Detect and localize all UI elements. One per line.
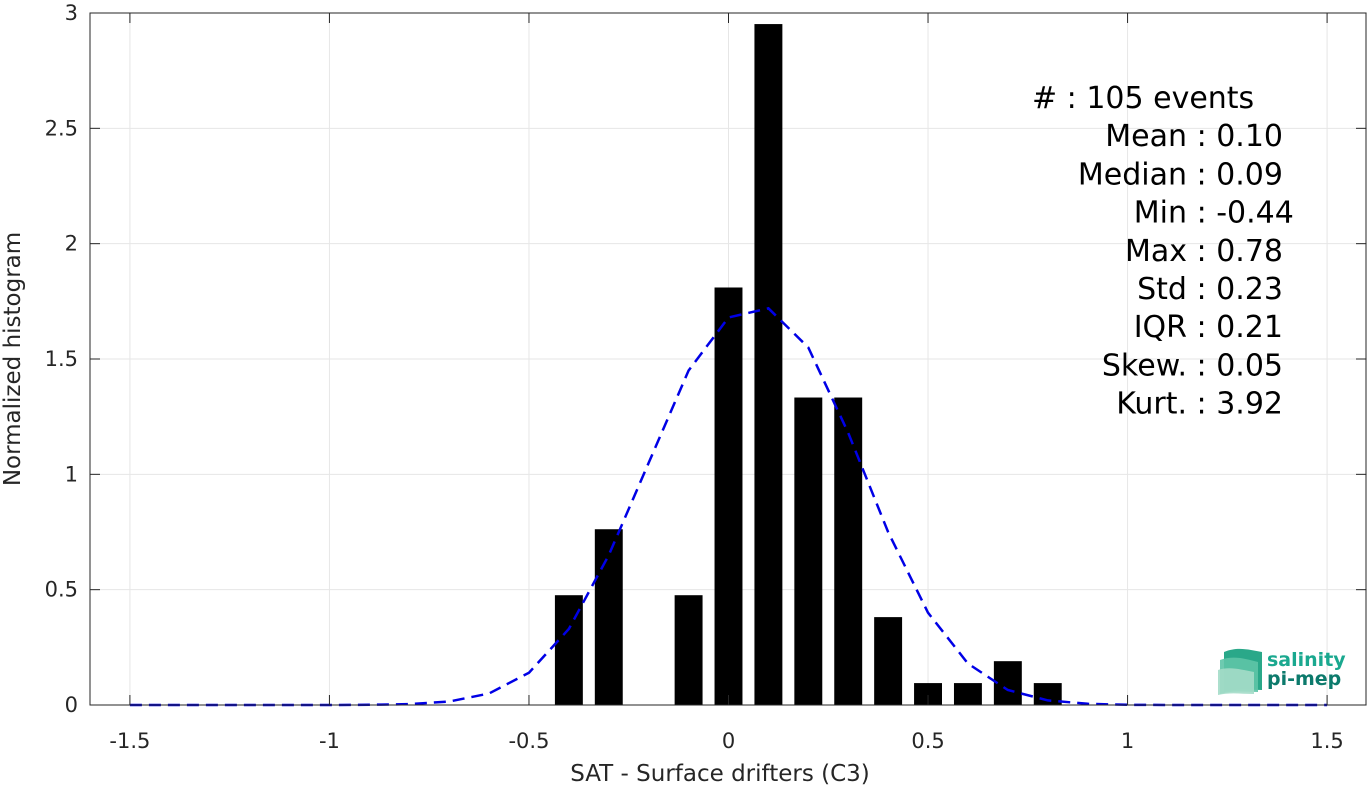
wave-icon	[1218, 648, 1262, 695]
y-tick-labels: 0 0.5 1 1.5 2 2.5 3	[45, 1, 78, 717]
histogram-bar	[993, 661, 1022, 705]
logo-text-pimep: pi-mep	[1267, 668, 1341, 690]
stats-line: Std : 0.23	[1137, 272, 1283, 307]
stats-line: Skew. : 0.05	[1102, 348, 1283, 383]
x-tick-label: 1	[1121, 729, 1134, 753]
bars	[554, 24, 1062, 705]
histogram-bar	[914, 683, 942, 705]
stats-line: Min : -0.44	[1134, 196, 1294, 231]
x-axis-label: SAT - Surface drifters (C3)	[570, 761, 870, 785]
axis-ticks	[90, 12, 1366, 706]
x-tick-label: -1	[319, 729, 340, 753]
histogram-bar	[754, 24, 783, 705]
y-tick-label: 2	[65, 232, 78, 256]
histogram-bar	[794, 397, 823, 705]
stats-line: Kurt. : 3.92	[1116, 387, 1283, 422]
x-tick-label: 0.5	[911, 729, 944, 753]
logo-text-salinity: salinity	[1267, 649, 1346, 671]
y-tick-label: 1.5	[45, 347, 78, 371]
stats-line: # : 105 events	[1032, 81, 1254, 116]
y-axis-label: Normalized histogram	[0, 232, 26, 486]
histogram-bar	[1033, 683, 1062, 705]
histogram-bar	[874, 617, 903, 705]
x-tick-label: 1.5	[1310, 729, 1343, 753]
histogram-bar	[674, 595, 703, 705]
histogram-bar	[594, 529, 623, 705]
x-tick-label: -1.5	[109, 729, 150, 753]
histogram-bar	[714, 287, 743, 705]
stats-line: Max : 0.78	[1125, 234, 1283, 269]
y-tick-label: 2.5	[45, 116, 78, 140]
y-tick-label: 1	[65, 462, 78, 486]
x-tick-labels: -1.5 -1 -0.5 0 0.5 1 1.5	[109, 729, 1343, 753]
y-tick-label: 0	[65, 693, 78, 717]
salinity-pi-mep-logo: salinity pi-mep	[1218, 648, 1346, 695]
x-tick-label: -0.5	[508, 729, 549, 753]
histogram-bar	[953, 683, 982, 705]
stats-line: Median : 0.09	[1078, 157, 1283, 192]
x-tick-label: 0	[722, 729, 735, 753]
stats-line: IQR : 0.21	[1134, 310, 1283, 345]
y-tick-label: 0.5	[45, 578, 78, 602]
histogram-bar	[834, 397, 863, 705]
stats-line: Mean : 0.10	[1105, 119, 1283, 154]
y-tick-label: 3	[65, 1, 78, 25]
